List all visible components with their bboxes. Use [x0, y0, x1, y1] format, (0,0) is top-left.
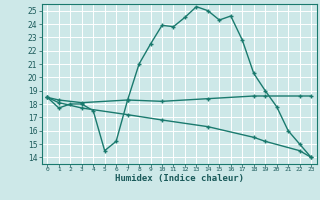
- X-axis label: Humidex (Indice chaleur): Humidex (Indice chaleur): [115, 174, 244, 183]
